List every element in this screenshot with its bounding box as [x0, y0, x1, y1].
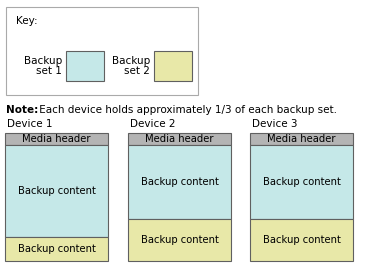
- Text: Backup: Backup: [24, 56, 62, 66]
- Text: Note:: Note:: [6, 105, 38, 115]
- Bar: [66, 51, 104, 81]
- Text: Backup content: Backup content: [18, 244, 95, 254]
- Text: Media header: Media header: [145, 134, 214, 144]
- Bar: [128, 219, 231, 261]
- Text: Device 2: Device 2: [130, 119, 175, 129]
- Text: Backup content: Backup content: [141, 177, 218, 187]
- Text: Media header: Media header: [267, 134, 336, 144]
- Bar: [128, 133, 231, 144]
- Text: Backup content: Backup content: [262, 235, 341, 245]
- Bar: [5, 133, 108, 144]
- Bar: [128, 144, 231, 219]
- Text: Backup content: Backup content: [262, 177, 341, 187]
- Text: Key:: Key:: [16, 16, 38, 26]
- Text: Device 1: Device 1: [7, 119, 52, 129]
- Bar: [6, 7, 198, 95]
- Bar: [250, 219, 353, 261]
- Bar: [154, 51, 192, 81]
- Text: Backup: Backup: [112, 56, 150, 66]
- Text: Backup content: Backup content: [141, 235, 218, 245]
- Text: set 1: set 1: [36, 66, 62, 76]
- Text: Backup content: Backup content: [18, 186, 95, 196]
- Text: Device 3: Device 3: [252, 119, 298, 129]
- Bar: [250, 133, 353, 144]
- Text: Media header: Media header: [22, 134, 91, 144]
- Bar: [5, 144, 108, 237]
- Text: set 2: set 2: [124, 66, 150, 76]
- Text: Each device holds approximately 1/3 of each backup set.: Each device holds approximately 1/3 of e…: [36, 105, 337, 115]
- Bar: [5, 237, 108, 261]
- Bar: [250, 144, 353, 219]
